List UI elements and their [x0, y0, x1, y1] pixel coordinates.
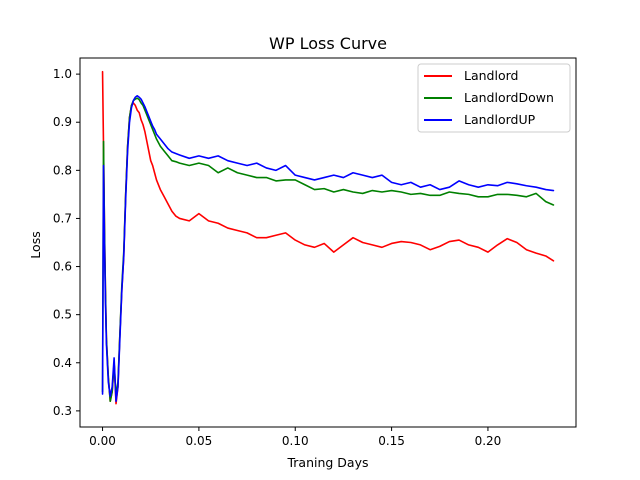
y-tick-label: 0.9	[53, 115, 72, 129]
y-tick-label: 0.5	[53, 308, 72, 322]
y-tick-label: 0.3	[53, 404, 72, 418]
y-axis-label: Loss	[28, 231, 43, 258]
axes-frame	[79, 57, 577, 428]
y-tick-label: 0.6	[53, 260, 72, 274]
x-tick-label: 0.15	[378, 434, 405, 448]
legend-label-landlorddown: LandlordDown	[464, 90, 554, 105]
chart-title: WP Loss Curve	[269, 34, 387, 53]
x-tick-label: 0.05	[186, 434, 213, 448]
y-tick-label: 1.0	[53, 67, 72, 81]
x-tick-label: 0.00	[89, 434, 116, 448]
series-line-landlordup	[101, 94, 555, 403]
legend-box	[417, 63, 571, 133]
y-tick-label: 0.4	[53, 356, 72, 370]
x-tick-label: 0.20	[475, 434, 502, 448]
x-tick-label: 0.10	[282, 434, 309, 448]
legend-label-landlord: Landlord	[464, 68, 518, 83]
legend-label-landlordup: LandlordUP	[464, 112, 536, 127]
y-tick-label: 0.8	[53, 163, 72, 177]
legend: Landlord LandlordDown LandlordUP	[417, 63, 571, 133]
y-tick-label: 0.7	[53, 211, 72, 225]
plot-area: 0.00 0.05 0.10 0.15 0.20 0.3 0.4 0.5 0.6 0.7 0.8 0.…	[53, 57, 577, 448]
x-axis-label: Traning Days	[286, 455, 368, 470]
